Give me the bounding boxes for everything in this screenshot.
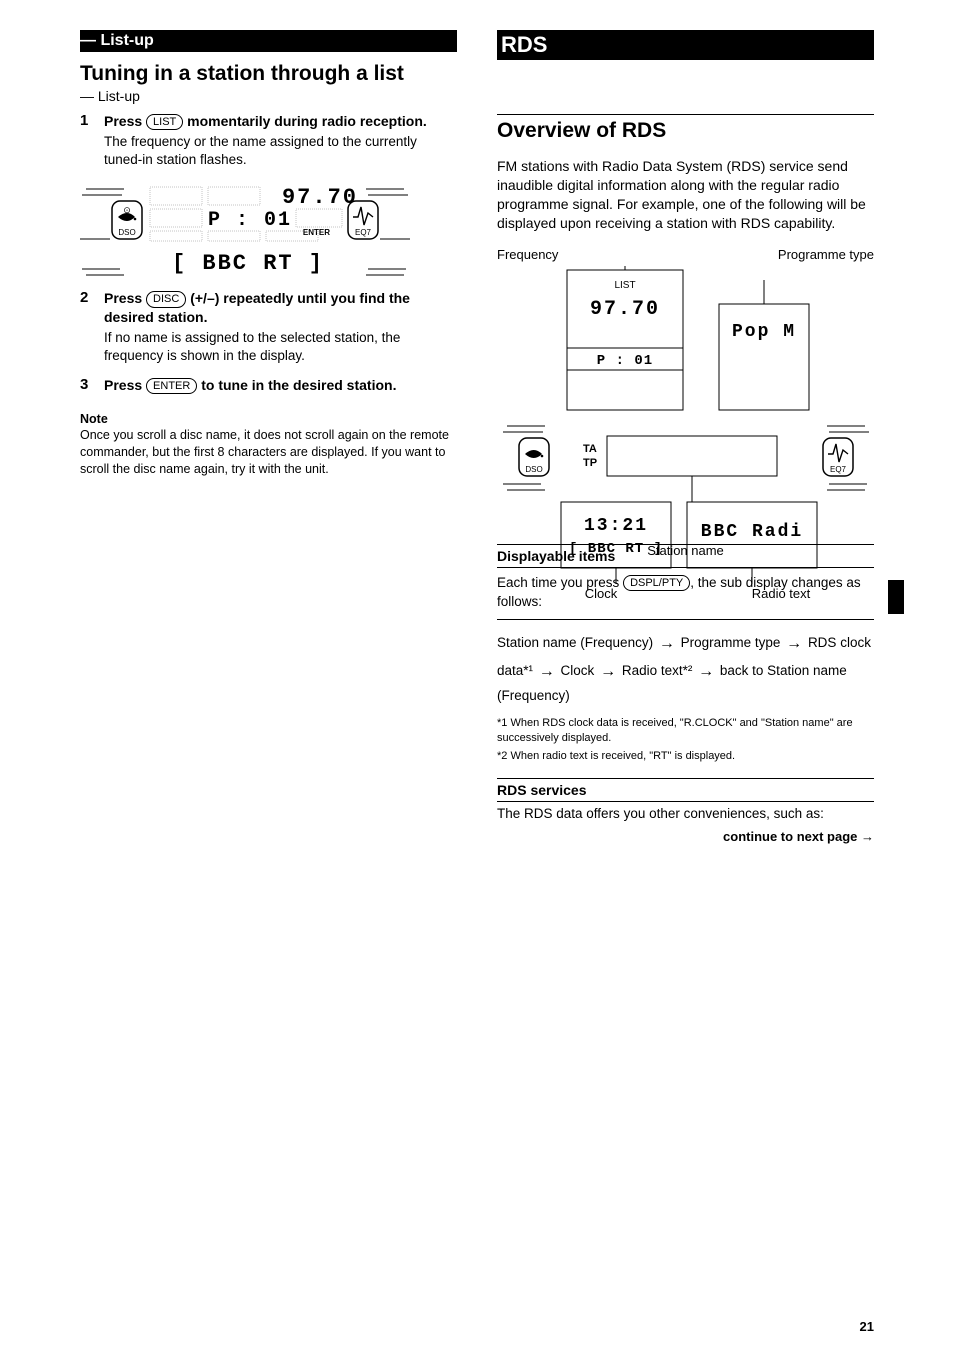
left-steps: 1 Press LIST momentarily during radio re…	[80, 112, 457, 169]
lcd2-freq: 97.70	[589, 298, 659, 321]
rds-services-head: RDS services	[497, 778, 874, 802]
dspl-pty-button-label: DSPL/PTY	[623, 575, 690, 591]
cycle-3: Clock	[561, 663, 595, 678]
step-1-main: Press LIST momentarily during radio rece…	[104, 112, 457, 131]
step-2-main: Press DISC (+/–) repeatedly until you fi…	[104, 289, 457, 327]
lcd1-enter: ENTER	[303, 228, 330, 237]
disc-button-label: DISC	[146, 291, 186, 307]
note-heading: Note	[80, 411, 457, 428]
note-body: Once you scroll a disc name, it does not…	[80, 427, 457, 478]
step-1-sub: The frequency or the name assigned to th…	[104, 133, 457, 169]
lcd2-clock: 13:21	[583, 516, 647, 536]
step-2-num: 2	[80, 289, 94, 365]
left-note: Note Once you scroll a disc name, it doe…	[80, 411, 457, 479]
page-number: 21	[860, 1319, 874, 1334]
left-subtitle: — List-up	[80, 88, 457, 104]
footnote-2: *2 When radio text is received, "RT" is …	[497, 749, 874, 764]
arrow-icon: →	[786, 630, 802, 657]
step-3-main: Press ENTER to tune in the desired stati…	[104, 376, 457, 395]
arrow-icon: →	[659, 630, 675, 657]
lcd2-eq7-badge: EQ7	[823, 438, 853, 476]
footnotes: *1 When RDS clock data is received, "R.C…	[497, 716, 874, 764]
svg-text:EQ7: EQ7	[355, 228, 372, 237]
svg-text:DSO: DSO	[118, 228, 135, 237]
left-title: Tuning in a station through a list	[80, 62, 457, 86]
dso-badge: ⊙ DSO	[112, 201, 142, 239]
lcd2-list: LIST	[614, 280, 635, 291]
step-1-num: 1	[80, 112, 94, 169]
cycle-1: Programme type	[681, 635, 781, 650]
footnote-1: *1 When RDS clock data is received, "R.C…	[497, 716, 874, 747]
left-column: — List-up Tuning in a station through a …	[80, 30, 457, 844]
step-1: 1 Press LIST momentarily during radio re…	[80, 112, 457, 169]
step-3-post: to tune in the desired station.	[197, 377, 396, 393]
lcd1-preset: P : 01	[208, 209, 292, 232]
side-tab	[888, 580, 904, 614]
lcd1-station-text: [ BBC RT ]	[172, 251, 324, 276]
left-section-bar-text: — List-up	[80, 30, 154, 51]
rds-services-body: The RDS data offers you other convenienc…	[497, 802, 874, 821]
step-3: 3 Press ENTER to tune in the desired sta…	[80, 376, 457, 395]
lcd-display-1: ⊙ DSO EQ7 9	[80, 179, 410, 279]
arrow-icon: →	[698, 658, 714, 685]
step-1-pre: Press	[104, 113, 146, 129]
arrow-icon: →	[600, 658, 616, 685]
rds-bar-text: RDS	[497, 30, 547, 59]
displayable-body-1: Each time you press	[497, 575, 623, 590]
svg-text:EQ7: EQ7	[829, 465, 846, 474]
display-cycle: Station name (Frequency) → Programme typ…	[497, 630, 874, 707]
cycle-4: Radio text	[622, 663, 683, 678]
divider-1	[497, 114, 874, 115]
lcd2-pty: Pop M	[731, 322, 795, 342]
continue-text: continue to next page →	[497, 829, 874, 844]
lcd1-freq: 97.70	[282, 185, 358, 210]
lcd2-radio-text: BBC Radi	[700, 522, 802, 542]
step-2: 2 Press DISC (+/–) repeatedly until you …	[80, 289, 457, 365]
caption-frequency: Frequency	[497, 247, 558, 262]
lcd2-ta: TA	[583, 443, 597, 455]
step-2-pre: Press	[104, 290, 146, 306]
lcd-display-2: LIST 97.70 Pop M P : 01	[501, 266, 871, 536]
lcd2-top-captions: Frequency Programme type	[497, 247, 874, 262]
arrow-icon: →	[539, 658, 555, 685]
step-1-post: momentarily during radio reception.	[183, 113, 426, 129]
lcd2-dso-badge: DSO	[519, 438, 549, 476]
step-3-num: 3	[80, 376, 94, 395]
step-2-sub: If no name is assigned to the selected s…	[104, 329, 457, 365]
lcd2-preset: P : 01	[596, 353, 652, 369]
step-3-pre: Press	[104, 377, 146, 393]
left-section-bar: — List-up	[80, 30, 457, 52]
rds-bar: RDS	[497, 30, 874, 60]
rds-intro: FM stations with Radio Data System (RDS)…	[497, 157, 874, 233]
caption-programme-type: Programme type	[778, 247, 874, 262]
right-column: RDS Overview of RDS FM stations with Rad…	[497, 30, 874, 844]
enter-button-label: ENTER	[146, 378, 197, 394]
svg-text:DSO: DSO	[525, 465, 542, 474]
lcd2-tp: TP	[583, 457, 597, 469]
rds-title: Overview of RDS	[497, 119, 874, 143]
left-steps-2: 2 Press DISC (+/–) repeatedly until you …	[80, 289, 457, 394]
cycle-0: Station name (Frequency)	[497, 635, 653, 650]
list-button-label: LIST	[146, 114, 183, 130]
